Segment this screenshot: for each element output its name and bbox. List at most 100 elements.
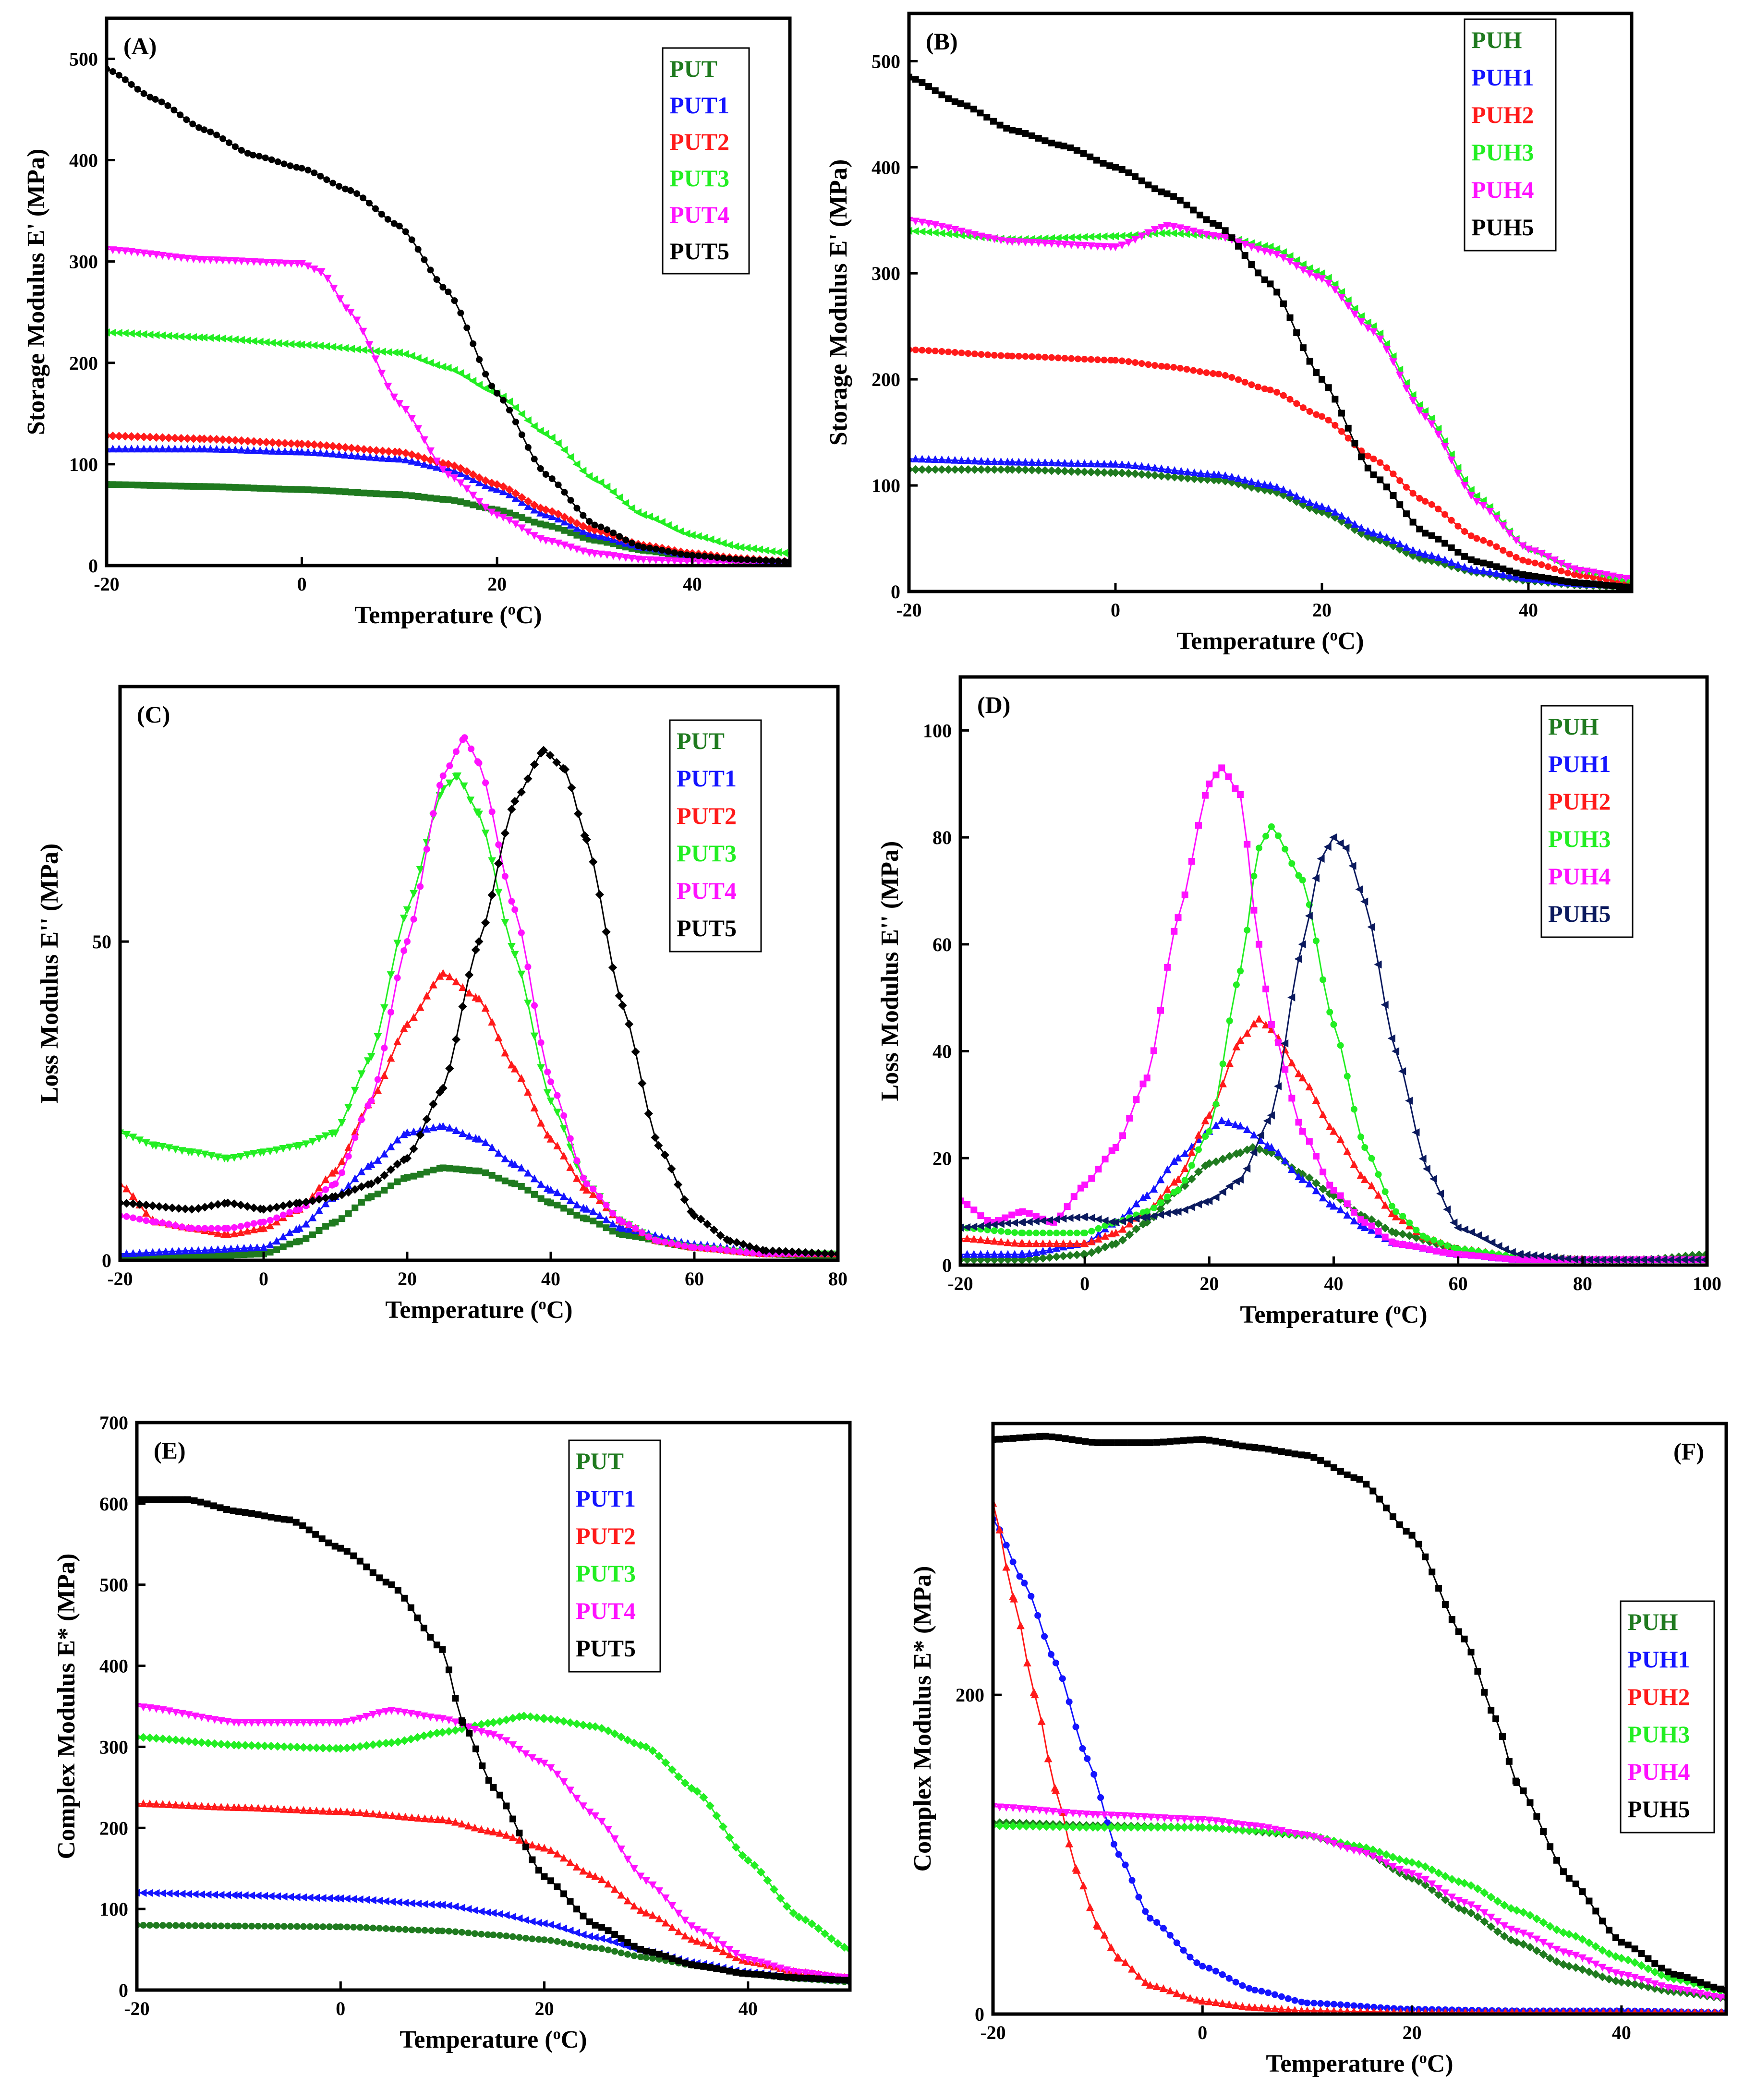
data-point-puh2 [1317,2006,1325,2014]
data-point-puh3 [1048,1822,1058,1831]
x-tick-label: 100 [1693,1273,1721,1294]
data-point-put3 [789,1908,798,1918]
data-point-puh5 [1173,1437,1180,1445]
data-point-puh5 [1003,1219,1011,1228]
data-point-put [439,1164,447,1171]
data-point-put4 [639,556,648,564]
data-point-put3 [335,343,343,352]
data-point-puh4 [1088,1175,1095,1182]
data-point-put3 [579,1720,588,1730]
data-point-put3 [432,361,440,369]
data-point-put4 [426,447,435,456]
data-point-put1 [403,1128,412,1136]
data-point-put [179,1922,186,1929]
data-point-puh3 [1088,1228,1095,1235]
data-point-put2 [471,1823,479,1832]
data-point-puh5 [1639,1255,1647,1264]
data-point-puh4 [1369,1852,1377,1860]
data-point-puh4 [1082,1810,1090,1819]
data-point-put2 [681,1931,690,1940]
data-point-put3 [353,345,361,354]
data-point-put2 [401,448,410,458]
data-point-puh5 [996,1219,1005,1228]
data-point-put5 [662,1953,669,1960]
data-point-put [529,1935,536,1943]
data-point-put1 [407,1899,415,1907]
data-point-put5 [573,809,583,818]
data-point-puh5 [1337,1468,1344,1475]
data-point-put2 [537,1119,545,1127]
data-point-put1 [481,481,490,489]
data-point-put3 [547,434,556,442]
data-point-puh1 [1298,1998,1305,2005]
data-point-puh4 [1205,1816,1213,1824]
data-point-put1 [127,445,136,453]
data-point-put3 [165,1144,173,1152]
data-point-put4 [567,1135,574,1142]
legend-entry-put3: PUT3 [576,1560,636,1587]
data-point-put5 [777,1973,784,1980]
data-point-puh5 [1441,540,1449,547]
data-point-put1 [524,1169,532,1177]
data-point-put3 [483,1719,493,1728]
data-point-puh3 [937,229,945,238]
data-point-puh5 [1072,1213,1080,1222]
data-point-puh4 [1320,1169,1327,1176]
data-point-put2 [530,500,539,510]
data-point-put3 [700,533,708,542]
data-point-put5 [675,1957,682,1965]
data-point-puh2 [1583,573,1590,580]
data-point-put5 [671,549,678,556]
data-point-put1 [279,1892,288,1901]
data-point-put4 [559,1778,568,1786]
data-point-puh1 [1258,1988,1265,1995]
legend-entry-puh: PUH [1471,26,1522,53]
data-point-put4 [632,1225,639,1232]
data-point-puh2 [1065,1839,1074,1847]
data-point-put4 [579,1802,587,1810]
data-point-puh1 [1010,1250,1019,1258]
data-point-put4 [639,1229,646,1236]
data-point-put3 [285,1144,294,1152]
data-point-puh1 [1234,474,1243,482]
data-point-put4 [628,555,636,563]
data-point-put2 [210,1802,219,1810]
data-point-put4 [502,1737,510,1745]
data-point-puh4 [1034,239,1043,247]
data-point-put5 [624,1939,631,1946]
data-point-put4 [744,1955,752,1964]
legend-entry-put5: PUT5 [669,238,729,265]
data-point-put [445,496,452,503]
data-point-puh5 [1132,1214,1140,1223]
data-point-put3 [164,332,172,340]
data-point-put5 [373,1176,382,1185]
data-point-put [382,1925,389,1932]
data-point-put2 [331,1167,339,1175]
data-point-put4 [275,259,283,267]
data-point-puh1 [1434,553,1442,561]
data-point-puh4 [1163,222,1171,230]
data-point-put5 [274,1515,281,1522]
data-point-put [356,1924,363,1931]
data-point-put2 [286,1805,295,1813]
data-point-puh5 [1060,143,1067,150]
data-point-put1 [394,1898,402,1907]
data-point-put5 [714,554,721,561]
data-point-puh5 [1350,1474,1357,1481]
data-point-put5 [744,556,751,563]
data-point-put3 [308,1138,317,1146]
data-point-puh2 [1403,483,1410,491]
data-point-put [605,1946,612,1954]
x-tick-label: 0 [336,1998,345,2019]
data-point-puh4 [1042,1807,1051,1815]
data-point-puh3 [1644,1964,1653,1973]
data-point-puh5 [1374,960,1382,969]
data-point-puh4 [1143,1074,1151,1082]
data-point-put [247,1251,254,1258]
data-point-puh3 [1257,1826,1266,1835]
data-point-puh5 [1187,1203,1195,1211]
data-point-put5 [318,1535,326,1543]
data-point-puh3 [1388,1853,1398,1862]
data-point-puh3 [1368,1155,1375,1162]
data-point-put4 [243,258,252,266]
